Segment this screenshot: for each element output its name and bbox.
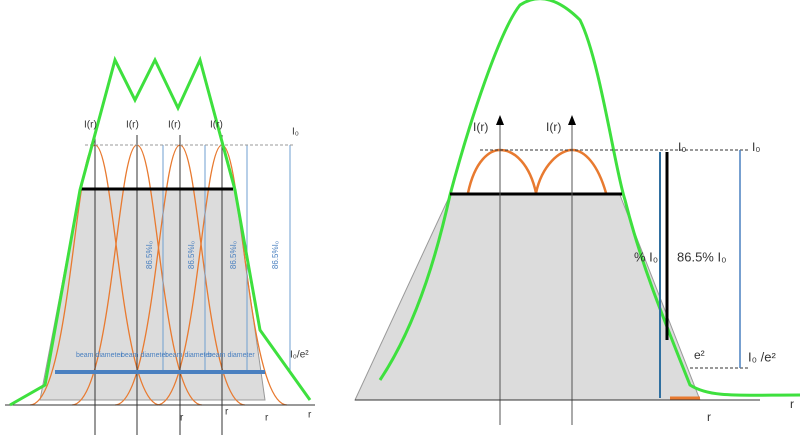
bottom-label: I₀ /e² — [748, 349, 776, 364]
top-label: I₀ — [678, 140, 686, 154]
axis-label: r — [308, 410, 312, 421]
axis-label: r — [707, 410, 711, 424]
diameter-label: beam diameter — [121, 352, 168, 359]
axis-label: r — [265, 413, 269, 424]
peak-label: I(r) — [210, 120, 223, 131]
humps — [466, 148, 608, 194]
peak-label: I(r) — [168, 120, 181, 131]
peak-label: I(r) — [84, 120, 97, 131]
diameter-label: beam diameter — [208, 352, 255, 359]
bottom-label: I₀/e² — [290, 350, 309, 361]
right-panel: I(r) I(r) I₀ I₀ % I₀ 86.5% I₀ e² I₀ /e² … — [354, 0, 800, 425]
diameter-label: beam diameter — [165, 352, 212, 359]
peak-label: I(r) — [546, 120, 561, 134]
level-label: 86.5% I₀ — [677, 249, 726, 264]
bottom-label: e² — [694, 348, 705, 362]
axis-label: r — [180, 413, 184, 424]
arrows — [496, 115, 576, 125]
envelope — [378, 0, 800, 397]
area — [354, 194, 701, 401]
axis-label: r — [790, 397, 794, 411]
peak-label: I(r) — [126, 120, 139, 131]
level-label: % I₀ — [634, 249, 658, 264]
level-label: 86.5%I₀ — [145, 241, 154, 269]
level-label: 86.5%I₀ — [229, 241, 238, 269]
diameter-label: beam diameter — [76, 352, 123, 359]
level-label: 86.5%I₀ — [271, 241, 280, 269]
axis-label: r — [225, 407, 229, 418]
top-label: I₀ — [292, 127, 299, 138]
left-panel: I(r) I(r) I(r) I(r) I₀ I₀/e² r r r r 86.… — [5, 55, 315, 435]
envelope — [9, 55, 312, 407]
top-label: I₀ — [752, 140, 760, 154]
vertical-lines — [94, 135, 223, 435]
peak-label: I(r) — [473, 120, 488, 134]
level-label: 86.5%I₀ — [187, 241, 196, 269]
